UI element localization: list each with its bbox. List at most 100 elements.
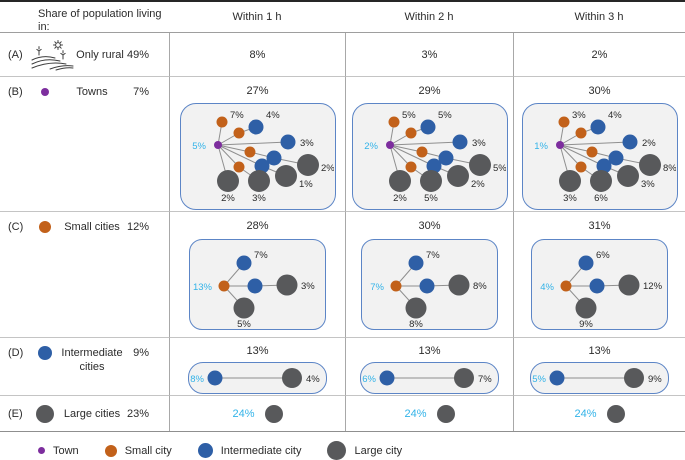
network-diagram: 6% 7% bbox=[362, 368, 492, 388]
cell-total: 13% bbox=[418, 345, 441, 357]
cell-c-3h: 31% 4% 6% 12% 9% bbox=[513, 212, 685, 338]
row-e-label: (E) Large cities 23% bbox=[0, 396, 169, 431]
row-c-letter: (C) bbox=[8, 221, 24, 233]
legend-item-small-city: Small city bbox=[104, 444, 172, 457]
row-b-label: (B) Towns 7% bbox=[0, 77, 169, 212]
col-header-within-3h: Within 3 h bbox=[513, 2, 685, 33]
row-b-share: 7% bbox=[133, 86, 149, 98]
e-value: 24% bbox=[232, 407, 255, 420]
svg-text:3%: 3% bbox=[301, 281, 315, 292]
large-city-dot bbox=[327, 441, 347, 460]
svg-text:2%: 2% bbox=[642, 138, 656, 149]
svg-text:6%: 6% bbox=[362, 374, 376, 385]
network-diagram: 1% 3% 4% 2% 8% 3% 6% 3% bbox=[534, 110, 676, 204]
svg-text:5%: 5% bbox=[438, 110, 452, 121]
svg-text:2%: 2% bbox=[364, 141, 378, 152]
svg-text:3%: 3% bbox=[300, 138, 314, 149]
svg-text:2%: 2% bbox=[471, 179, 485, 190]
network-diagram: 5% 9% bbox=[532, 368, 662, 388]
network-diagram: 5% 7% 4% 3% 2% 1% 3% 2% bbox=[192, 110, 334, 204]
large-city-dot bbox=[606, 404, 625, 423]
svg-text:6%: 6% bbox=[594, 193, 608, 204]
cell-b-3h: 30% 1% 3% 4% 2% 8% 3% 6% 3% bbox=[513, 77, 685, 212]
svg-text:8%: 8% bbox=[663, 163, 676, 174]
town-dot bbox=[41, 88, 49, 96]
svg-text:8%: 8% bbox=[409, 319, 423, 328]
svg-text:5%: 5% bbox=[192, 141, 206, 152]
svg-text:2%: 2% bbox=[321, 163, 334, 174]
cell-e-3h: 24% bbox=[513, 396, 685, 431]
share-header: Share of population living in: bbox=[0, 2, 169, 33]
row-d-letter: (D) bbox=[8, 347, 24, 359]
svg-text:8%: 8% bbox=[473, 281, 487, 292]
svg-text:3%: 3% bbox=[472, 138, 486, 149]
network-box: 7% 7% 8% 8% bbox=[361, 239, 498, 330]
legend-item-intermediate-city: Intermediate city bbox=[197, 443, 301, 458]
svg-text:1%: 1% bbox=[534, 141, 548, 152]
cell-e-1h: 24% bbox=[169, 396, 345, 431]
svg-text:1%: 1% bbox=[299, 179, 313, 190]
row-a-label-text: Only rural bbox=[76, 48, 124, 61]
cell-total: 30% bbox=[418, 220, 441, 232]
row-c-label-text: Small cities bbox=[64, 221, 120, 233]
svg-text:8%: 8% bbox=[190, 374, 204, 385]
network-diagram: 4% 6% 12% 9% bbox=[540, 250, 662, 328]
cell-total: 29% bbox=[418, 85, 441, 97]
svg-text:7%: 7% bbox=[230, 110, 244, 121]
row-e-letter: (E) bbox=[8, 407, 23, 420]
svg-text:9%: 9% bbox=[648, 374, 662, 385]
svg-text:5%: 5% bbox=[237, 319, 251, 328]
intermediate-city-dot bbox=[38, 346, 52, 360]
row-c-share: 12% bbox=[126, 221, 149, 233]
row-a-share: 49% bbox=[126, 48, 149, 61]
svg-text:5%: 5% bbox=[532, 374, 546, 385]
rural-icon bbox=[30, 39, 74, 71]
cell-e-2h: 24% bbox=[345, 396, 513, 431]
svg-text:6%: 6% bbox=[596, 250, 610, 261]
row-e-share: 23% bbox=[126, 407, 149, 420]
cell-total: 27% bbox=[246, 85, 269, 97]
table: Share of population living in: Within 1 … bbox=[0, 0, 685, 432]
large-city-dot bbox=[436, 404, 455, 423]
intermediate-city-dot bbox=[197, 443, 213, 458]
row-d-label: (D) Intermediate cities 9% bbox=[0, 338, 169, 396]
row-d-share: 9% bbox=[133, 347, 149, 359]
row-e-label-text: Large cities bbox=[63, 407, 121, 420]
legend: Town Small city Intermediate city Large … bbox=[0, 432, 685, 460]
svg-text:3%: 3% bbox=[252, 193, 266, 204]
col-header-within-1h: Within 1 h bbox=[169, 2, 345, 33]
cell-c-1h: 28% 13% 7% 3% 5% bbox=[169, 212, 345, 338]
svg-text:7%: 7% bbox=[478, 374, 492, 385]
svg-text:7%: 7% bbox=[370, 282, 384, 293]
svg-text:3%: 3% bbox=[563, 193, 577, 204]
col-header-within-2h: Within 2 h bbox=[345, 2, 513, 33]
network-box: 2% 5% 5% 3% 5% 2% 5% 2% bbox=[351, 103, 508, 210]
cell-total: 13% bbox=[246, 345, 269, 357]
large-city-dot bbox=[264, 404, 283, 423]
share-header-label: Share of population living in: bbox=[38, 8, 162, 33]
town-dot bbox=[38, 447, 45, 454]
legend-item-large-city: Large city bbox=[327, 441, 402, 460]
row-b-letter: (B) bbox=[8, 86, 23, 98]
svg-text:2%: 2% bbox=[393, 193, 407, 204]
svg-text:2%: 2% bbox=[221, 193, 235, 204]
cell-total: 30% bbox=[588, 85, 611, 97]
svg-text:3%: 3% bbox=[572, 110, 586, 121]
cell-c-2h: 30% 7% 7% 8% 8% bbox=[345, 212, 513, 338]
svg-text:5%: 5% bbox=[424, 193, 438, 204]
row-d-label-text: Intermediate cities bbox=[61, 347, 123, 373]
e-value: 24% bbox=[404, 407, 427, 420]
network-box: 8% 4% bbox=[188, 362, 327, 394]
cell-total: 13% bbox=[588, 345, 611, 357]
cell-a-2h: 3% bbox=[345, 33, 513, 77]
svg-text:13%: 13% bbox=[193, 282, 213, 293]
network-box: 4% 6% 12% 9% bbox=[531, 239, 668, 330]
row-a-label: (A) Only rural 49% bbox=[0, 33, 169, 77]
cell-a-3h: 2% bbox=[513, 33, 685, 77]
svg-text:4%: 4% bbox=[608, 110, 622, 121]
row-c-label: (C) Small cities 12% bbox=[0, 212, 169, 338]
cell-d-3h: 13% 5% 9% bbox=[513, 338, 685, 396]
network-diagram: 2% 5% 5% 3% 5% 2% 5% 2% bbox=[364, 110, 506, 204]
small-city-dot bbox=[39, 221, 51, 233]
